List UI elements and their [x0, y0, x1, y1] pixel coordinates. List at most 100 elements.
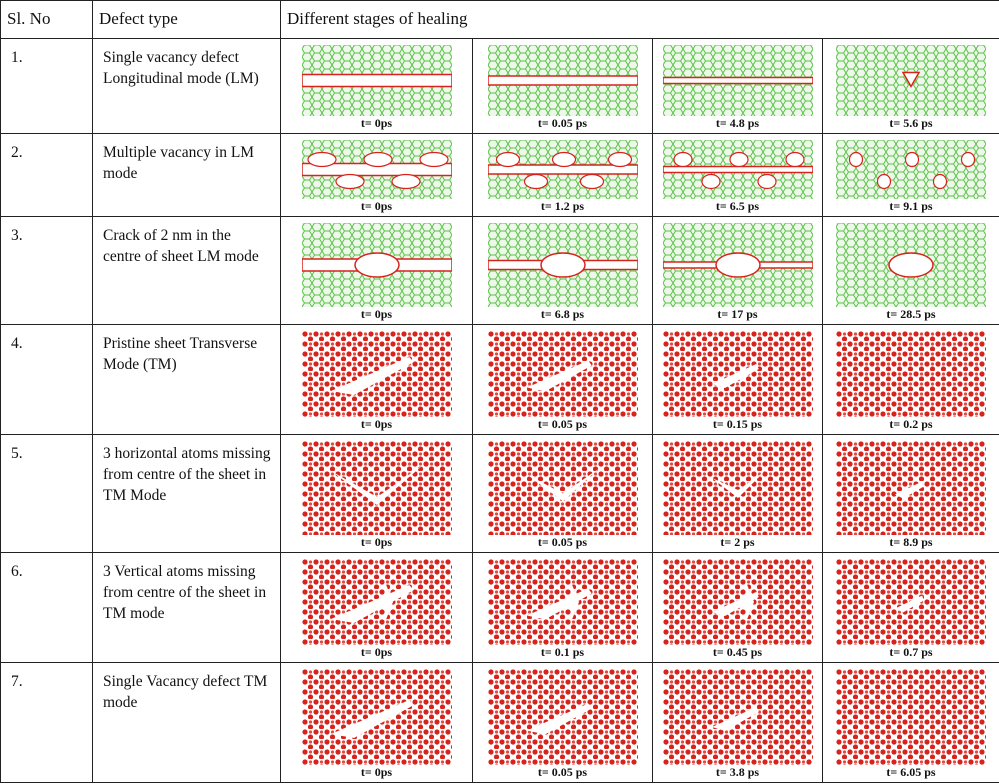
header-row: Sl. No Defect type Different stages of h… [0, 0, 999, 39]
defect-type: Pristine sheet Transverse Mode (TM) [92, 324, 281, 435]
crack [714, 252, 761, 278]
time-label: t= 0ps [360, 417, 393, 431]
time-label: t= 0ps [360, 307, 393, 321]
sheet-image [487, 559, 638, 645]
sheet-image [487, 669, 638, 765]
vacancy [932, 173, 948, 190]
sheet-image [836, 441, 987, 535]
table-row: 4. Pristine sheet Transverse Mode (TM) t= … [0, 324, 999, 435]
defect-type: Crack of 2 nm in the centre of sheet LM … [92, 216, 281, 325]
defect-hole [330, 465, 423, 505]
vacancy [495, 151, 520, 168]
time-label: t= 0.15 ps [712, 417, 763, 431]
header-cell: Different stages of healing [279, 0, 999, 39]
time-label: t= 2 ps [720, 535, 755, 549]
stage-cell: t= 0ps [280, 434, 473, 553]
vacancy [390, 173, 421, 190]
time-label: t= 6.05 ps [886, 765, 936, 779]
vacancy [848, 151, 864, 168]
stage-cell: t= 28.5 ps [821, 216, 999, 325]
defect-hole [895, 481, 924, 499]
vacancy [960, 151, 976, 168]
time-label: t= 0ps [360, 116, 393, 130]
time-label: t= 17 ps [717, 307, 758, 321]
defect-hole [526, 703, 592, 735]
stage-cell: t= 0ps [280, 38, 473, 134]
defect-hole [384, 582, 393, 622]
sheet-image [836, 140, 987, 199]
time-label: t= 0.05 ps [537, 765, 588, 779]
table-row: 7. Single Vacancy defect TM mode t= 0ps t= … [0, 662, 999, 783]
sheet [836, 140, 987, 199]
crack [353, 252, 400, 278]
time-label: t= 0.2 ps [889, 417, 933, 431]
vacancy [876, 173, 892, 190]
vacancy [784, 151, 805, 168]
sheet-image [487, 223, 638, 307]
time-label: t= 5.6 ps [889, 116, 933, 130]
sheet-image [301, 223, 452, 307]
table-row: 6. 3 Vertical atoms missing from centre o… [0, 552, 999, 663]
table-row: 5. 3 horizontal atoms missing from centre… [0, 434, 999, 553]
sheet-image [836, 223, 987, 307]
time-label: t= 1.2 ps [540, 199, 585, 213]
sheet-image [836, 45, 987, 116]
time-label: t= 9.1 ps [889, 199, 933, 213]
sheet-image [487, 45, 638, 116]
sheet [836, 331, 987, 417]
time-label: t= 0ps [360, 645, 393, 659]
vacancy [362, 151, 393, 168]
sheet-image [836, 559, 987, 645]
row-number: 7. [0, 662, 93, 783]
defect-hole [745, 582, 754, 622]
time-label: t= 0.1 ps [540, 645, 585, 659]
stage-cell: t= 0.05 ps [472, 434, 653, 553]
stage-cell: t= 0.7 ps [821, 552, 999, 663]
stage-cell: t= 0ps [280, 216, 473, 325]
defect-hole [895, 595, 924, 613]
sheet-image [662, 223, 813, 307]
sheet [301, 441, 452, 535]
defect-hole [711, 472, 764, 498]
vacancy [901, 71, 921, 89]
table-row: 2. Multiple vacancy in LM mode t= 0ps t= 1.… [0, 133, 999, 217]
table-body: 1. Single vacancy defect Longitudinal mod… [0, 38, 999, 783]
defect-hole [711, 364, 759, 388]
time-label: t= 0.45 ps [712, 645, 763, 659]
stage-cell: t= 0ps [280, 552, 473, 663]
vacancy [700, 173, 721, 190]
time-label: t= 0.05 ps [537, 535, 588, 549]
sheet-image [487, 140, 638, 199]
defect-hole [526, 468, 599, 502]
defect-type: Single Vacancy defect TM mode [92, 662, 281, 783]
defect-hole [330, 585, 414, 623]
sheet [487, 441, 638, 535]
stage-cell: t= 2 ps [652, 434, 823, 553]
stage-cell: t= 9.1 ps [821, 133, 999, 217]
stage-cell: t= 0.1 ps [472, 552, 653, 663]
vacancy [418, 151, 449, 168]
time-label: t= 3.8 ps [715, 765, 760, 779]
defect-type: Multiple vacancy in LM mode [92, 133, 281, 217]
stage-cell: t= 6.05 ps [821, 662, 999, 783]
stage-cell: t= 0.15 ps [652, 324, 823, 435]
header-cell: Sl. No [0, 0, 93, 39]
vacancy [579, 173, 604, 190]
stage-cell: t= 0ps [280, 662, 473, 783]
stage-cell: t= 5.6 ps [821, 38, 999, 134]
stage-cell: t= 6.5 ps [652, 133, 823, 217]
time-label: t= 6.5 ps [715, 199, 760, 213]
sheet-image [487, 441, 638, 535]
stage-cell: t= 17 ps [652, 216, 823, 325]
stage-cell: t= 0ps [280, 324, 473, 435]
vacancy [334, 173, 365, 190]
crack-band [662, 76, 813, 85]
stage-cell: t= 0.45 ps [652, 552, 823, 663]
stage-cell: t= 0.05 ps [472, 324, 653, 435]
crack [539, 252, 586, 278]
sheet [662, 441, 813, 535]
sheet-image [662, 331, 813, 417]
vacancy [551, 151, 576, 168]
